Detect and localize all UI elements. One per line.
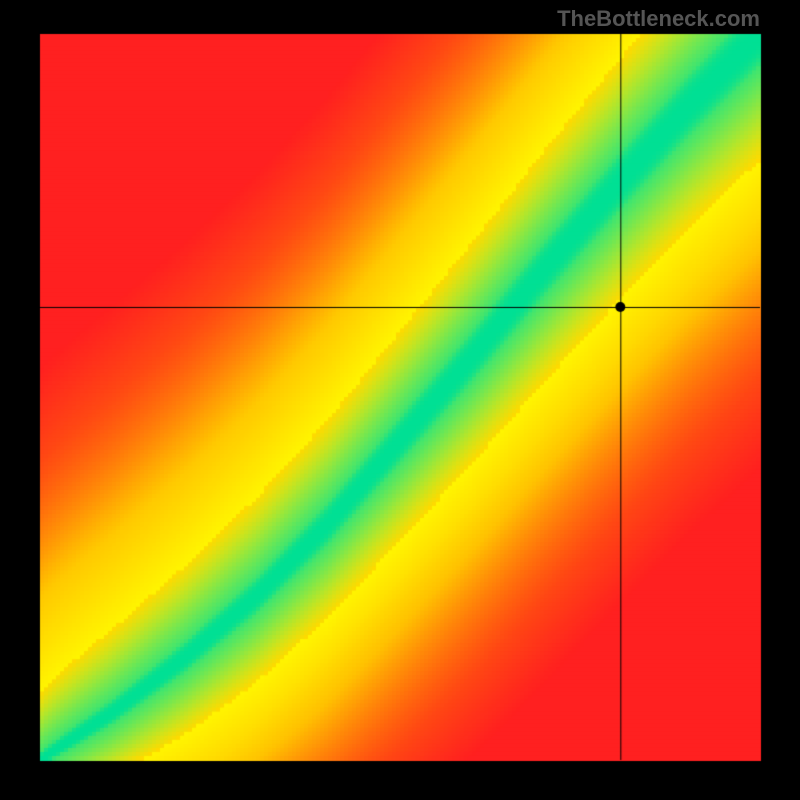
chart-container: TheBottleneck.com bbox=[0, 0, 800, 800]
bottleneck-heatmap bbox=[0, 0, 800, 800]
watermark-text: TheBottleneck.com bbox=[557, 6, 760, 32]
